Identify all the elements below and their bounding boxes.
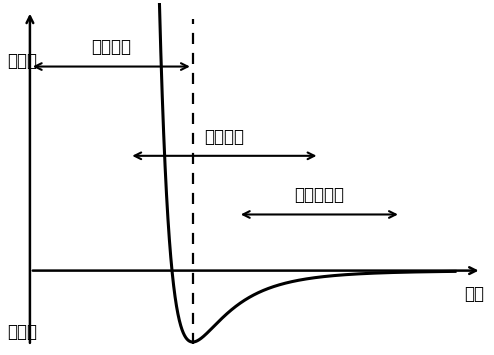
Text: 非接触模式: 非接触模式: [294, 186, 344, 204]
Text: 排斥力: 排斥力: [7, 53, 38, 70]
Text: 轻敲模式: 轻敲模式: [205, 127, 245, 146]
Text: 吸引力: 吸引力: [7, 323, 38, 341]
Text: 距离: 距离: [464, 285, 484, 302]
Text: 接触模式: 接触模式: [91, 38, 131, 56]
